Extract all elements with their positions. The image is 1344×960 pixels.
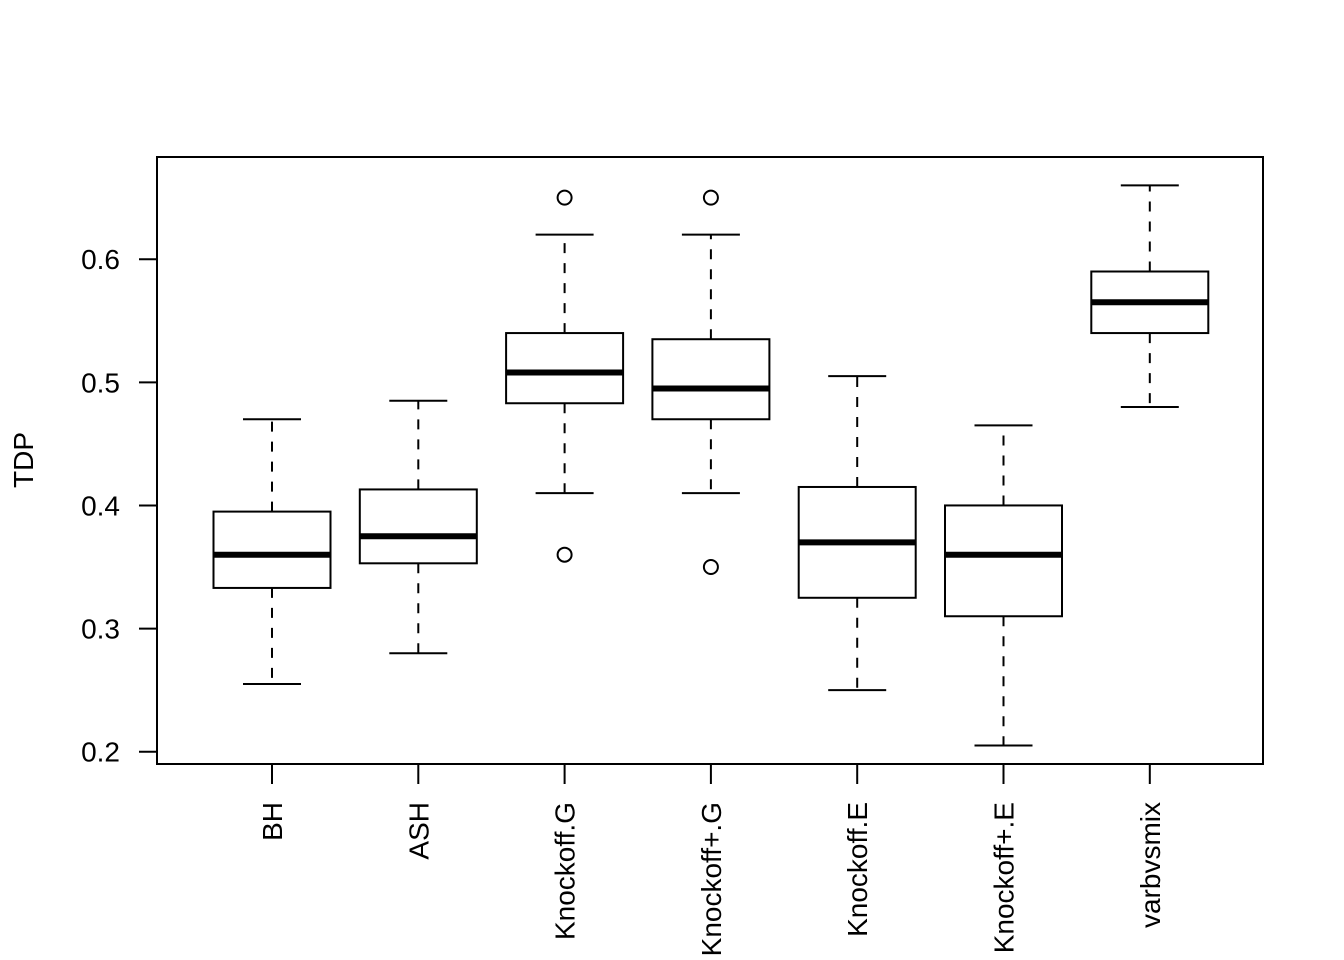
box-group <box>944 424 1063 747</box>
x-tick-label: Knockoff+.E <box>989 802 1020 953</box>
outlier-point <box>556 546 573 563</box>
outlier-point <box>556 189 573 206</box>
box-group <box>358 399 478 655</box>
y-tick-label: 0.6 <box>81 244 120 275</box>
x-tick-label: ASH <box>403 802 434 860</box>
outlier-point <box>702 189 719 206</box>
box-iqr <box>212 510 332 589</box>
box-group <box>212 418 332 685</box>
x-tick-label: BH <box>257 802 288 841</box>
x-tick-label: Knockoff.G <box>550 802 581 940</box>
outlier-point <box>702 559 719 576</box>
box-iqr <box>358 488 478 565</box>
y-tick-label: 0.5 <box>81 367 120 398</box>
x-tick-label: varbvsmix <box>1135 802 1166 928</box>
y-tick-label: 0.2 <box>81 737 120 768</box>
y-tick-label: 0.4 <box>81 490 120 521</box>
box-iqr <box>505 332 625 405</box>
x-axis: BH ASH Knockoff.G Knockoff+.G Knockoff.E Knoc… <box>257 764 1166 956</box>
boxes <box>212 184 1210 747</box>
box-group <box>797 375 917 692</box>
y-axis: 0.2 0.3 0.4 0.5 0.6 <box>81 244 157 768</box>
x-tick-label: Knockoff.E <box>842 802 873 937</box>
box-group <box>505 189 625 563</box>
x-tick-label: Knockoff+.G <box>696 802 727 956</box>
box-group <box>651 189 771 576</box>
box-iqr <box>944 504 1063 618</box>
box-iqr <box>651 338 771 421</box>
y-axis-title: TDP <box>8 432 39 488</box>
box-group <box>1090 184 1210 408</box>
y-tick-label: 0.3 <box>81 614 120 645</box>
